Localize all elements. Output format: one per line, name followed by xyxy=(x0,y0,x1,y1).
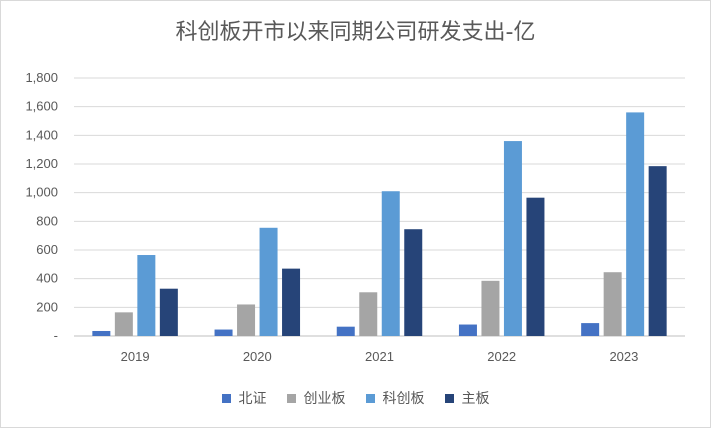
bar xyxy=(237,304,256,336)
bar xyxy=(359,292,378,336)
bar xyxy=(603,272,622,336)
chart-legend: 北证 创业板 科创板 主板 xyxy=(0,388,711,408)
legend-item-chuangyeban: 创业板 xyxy=(286,388,346,408)
y-tick-label: 800 xyxy=(36,213,58,228)
legend-swatch xyxy=(444,393,454,403)
legend-item-beizheng: 北证 xyxy=(221,388,267,408)
x-tick-label: 2021 xyxy=(365,349,394,364)
bar xyxy=(381,191,400,336)
legend-swatch xyxy=(286,393,296,403)
x-tick-label: 2023 xyxy=(609,349,638,364)
bar xyxy=(648,166,667,336)
y-tick-label: 1,400 xyxy=(25,127,58,142)
y-tick-label: 1,600 xyxy=(25,99,58,114)
legend-swatch xyxy=(221,393,231,403)
bar xyxy=(458,324,477,336)
y-tick-label: 600 xyxy=(36,242,58,257)
x-tick-label: 2022 xyxy=(487,349,516,364)
legend-item-kechuangban: 科创板 xyxy=(365,388,425,408)
x-tick-label: 2019 xyxy=(121,349,150,364)
bar xyxy=(159,288,178,336)
bar xyxy=(137,255,156,336)
y-tick-label: 1,800 xyxy=(25,70,58,85)
bar xyxy=(282,268,301,336)
y-tick-label: - xyxy=(54,328,58,343)
bar xyxy=(626,112,645,337)
bar xyxy=(404,229,423,336)
y-tick-label: 1,000 xyxy=(25,185,58,200)
y-tick-label: 200 xyxy=(36,299,58,314)
legend-label: 北证 xyxy=(238,391,267,407)
bar xyxy=(526,197,545,336)
y-tick-label: 1,200 xyxy=(25,156,58,171)
bar xyxy=(114,312,133,336)
chart-title: 科创板开市以来同期公司研发支出-亿 xyxy=(175,20,536,45)
legend-swatch xyxy=(365,393,375,403)
legend-item-zhuban: 主板 xyxy=(444,388,490,408)
bar xyxy=(336,326,355,336)
bar xyxy=(503,141,522,336)
bar xyxy=(92,330,111,336)
bar xyxy=(259,227,278,336)
bar xyxy=(581,323,600,336)
legend-label: 创业板 xyxy=(303,391,346,407)
legend-label: 科创板 xyxy=(382,391,425,407)
bar xyxy=(214,329,233,336)
y-tick-label: 400 xyxy=(36,271,58,286)
x-tick-label: 2020 xyxy=(243,349,272,364)
legend-label: 主板 xyxy=(461,391,490,407)
bar xyxy=(481,280,500,336)
